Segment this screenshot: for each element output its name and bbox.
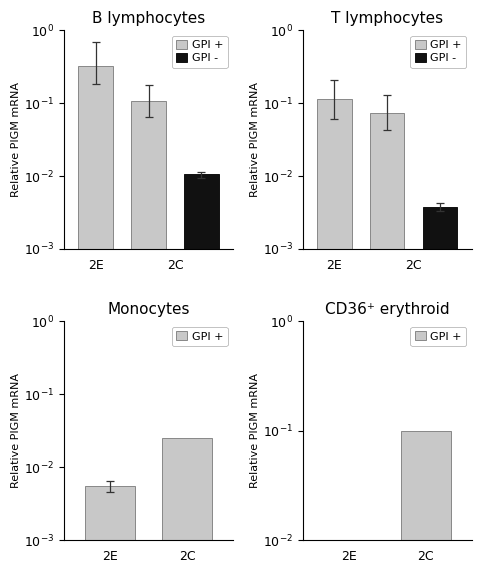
Title: T lymphocytes: T lymphocytes — [331, 11, 443, 26]
Bar — [401, 430, 451, 574]
Bar — [317, 99, 352, 574]
Bar — [78, 66, 113, 574]
Y-axis label: Relative PIGM mRNA: Relative PIGM mRNA — [11, 373, 21, 488]
Legend: GPI +: GPI + — [411, 327, 466, 346]
Legend: GPI +, GPI -: GPI +, GPI - — [171, 36, 227, 68]
Bar — [85, 486, 135, 574]
Bar — [131, 102, 166, 574]
Bar — [423, 207, 457, 574]
Bar — [184, 174, 219, 574]
Title: Monocytes: Monocytes — [107, 302, 190, 317]
Y-axis label: Relative PIGM mRNA: Relative PIGM mRNA — [11, 82, 21, 197]
Title: B lymphocytes: B lymphocytes — [92, 11, 205, 26]
Legend: GPI +, GPI -: GPI +, GPI - — [411, 36, 466, 68]
Title: CD36⁺ erythroid: CD36⁺ erythroid — [325, 302, 450, 317]
Y-axis label: Relative PIGM mRNA: Relative PIGM mRNA — [250, 82, 260, 197]
Legend: GPI +: GPI + — [171, 327, 227, 346]
Bar — [162, 438, 212, 574]
Bar — [370, 113, 404, 574]
Y-axis label: Relative PIGM mRNA: Relative PIGM mRNA — [250, 373, 260, 488]
